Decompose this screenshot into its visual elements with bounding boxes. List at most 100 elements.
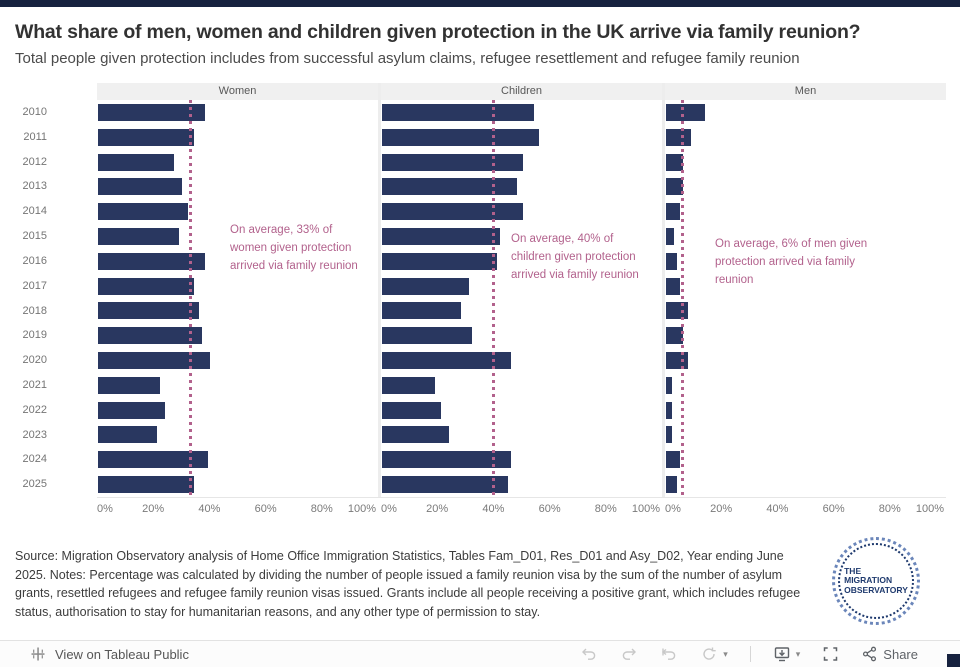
revert-button[interactable] (660, 646, 678, 662)
refresh-button[interactable]: ▾ (700, 646, 728, 662)
bar-children-2016[interactable] (382, 252, 498, 270)
bar-men-2012[interactable] (666, 153, 683, 171)
axis-tick-children-40: 40% (482, 503, 505, 515)
bar-men-2021[interactable] (666, 376, 672, 394)
bar-women-2021[interactable] (98, 376, 160, 394)
bar-men-2018[interactable] (666, 302, 689, 320)
axis-tick-men-0: 0% (665, 503, 681, 515)
bar-men-2010[interactable] (666, 103, 706, 121)
annotation-men: On average, 6% of men given protection a… (715, 238, 868, 286)
bar-children-2011[interactable] (382, 128, 540, 146)
annotation-children: On average, 40% of children given protec… (511, 233, 639, 281)
bar-children-2014[interactable] (382, 203, 523, 221)
view-on-tableau-public[interactable]: View on Tableau Public (30, 646, 189, 662)
axis-tick-children-80: 80% (594, 503, 617, 515)
row-label-2019: 2019 (22, 329, 47, 342)
average-line-women (188, 100, 192, 497)
row-label-2011: 2011 (23, 130, 47, 143)
bar-women-2020[interactable] (98, 352, 211, 370)
row-label-2012: 2012 (22, 155, 47, 168)
bar-men-2024[interactable] (666, 451, 681, 469)
bar-men-2025[interactable] (666, 476, 678, 494)
bar-men-2019[interactable] (666, 327, 683, 345)
bar-children-2010[interactable] (382, 103, 534, 121)
axis-tick-men-20: 20% (710, 503, 733, 515)
bar-women-2015[interactable] (98, 227, 180, 245)
bar-women-2024[interactable] (98, 451, 208, 469)
bar-women-2011[interactable] (98, 128, 194, 146)
row-label-2014: 2014 (22, 205, 47, 218)
bar-children-2020[interactable] (382, 352, 512, 370)
bar-men-2022[interactable] (666, 401, 672, 419)
bar-men-2016[interactable] (666, 252, 678, 270)
bar-women-2013[interactable] (98, 178, 183, 196)
bar-children-2013[interactable] (382, 178, 517, 196)
page-corner-block (947, 654, 960, 667)
bar-children-2019[interactable] (382, 327, 472, 345)
undo-button[interactable] (580, 646, 598, 662)
bar-men-2011[interactable] (666, 128, 692, 146)
bar-men-2017[interactable] (666, 277, 681, 295)
bar-children-2017[interactable] (382, 277, 470, 295)
axis-tick-women-60: 60% (254, 503, 277, 515)
toolbar-divider (749, 646, 751, 662)
logo-dot-ring-outer-icon (832, 537, 920, 625)
bar-women-2023[interactable] (98, 426, 157, 444)
logo-line-1: THE (844, 565, 862, 576)
share-button[interactable]: Share (861, 646, 918, 662)
axis-tick-women-0: 0% (97, 503, 113, 515)
panel-header-women: Women (97, 83, 378, 100)
panel-header-men: Men (665, 83, 946, 100)
download-caret-icon: ▾ (795, 648, 801, 659)
bar-children-2024[interactable] (382, 451, 512, 469)
axis-tick-men-100: 100% (915, 503, 944, 515)
bar-men-2013[interactable] (666, 178, 683, 196)
bar-women-2018[interactable] (98, 302, 200, 320)
bar-children-2012[interactable] (382, 153, 523, 171)
logo-dot-ring-inner-icon (838, 543, 914, 619)
row-label-2021: 2021 (22, 378, 47, 391)
logo-line-2: MIGRATION (844, 575, 893, 586)
bar-women-2025[interactable] (98, 476, 194, 494)
row-label-2024: 2024 (22, 453, 47, 466)
bar-children-2025[interactable] (382, 476, 509, 494)
migration-observatory-logo: THE MIGRATION OBSERVATORY (830, 535, 922, 627)
row-label-2020: 2020 (22, 354, 47, 367)
bar-women-2019[interactable] (98, 327, 202, 345)
chart-title: What share of men, women and children gi… (15, 21, 861, 43)
fullscreen-button[interactable] (822, 646, 839, 662)
redo-button[interactable] (620, 646, 638, 662)
row-label-2022: 2022 (22, 403, 47, 416)
axis-tick-women-40: 40% (198, 503, 221, 515)
bar-men-2014[interactable] (666, 203, 681, 221)
refresh-icon (703, 647, 716, 660)
bar-men-2020[interactable] (666, 352, 689, 370)
share-label: Share (883, 646, 918, 662)
bar-women-2016[interactable] (98, 252, 205, 270)
bar-children-2022[interactable] (382, 401, 441, 419)
axis-tick-men-60: 60% (822, 503, 845, 515)
panel-gap-0 (378, 83, 381, 497)
bar-children-2021[interactable] (382, 376, 436, 394)
axis-tick-men-40: 40% (766, 503, 789, 515)
logo-line-3: OBSERVATORY (844, 584, 908, 595)
bar-children-2018[interactable] (382, 302, 461, 320)
row-label-2017: 2017 (22, 279, 47, 292)
bar-women-2010[interactable] (98, 103, 205, 121)
bar-men-2023[interactable] (666, 426, 672, 444)
share-icon (863, 646, 877, 662)
download-button[interactable]: ▾ (773, 646, 801, 663)
tableau-toolbar: View on Tableau Public ▾ ▾ (0, 640, 960, 667)
bar-women-2012[interactable] (98, 153, 174, 171)
bar-children-2015[interactable] (382, 227, 501, 245)
axis-tick-women-100: 100% (347, 503, 376, 515)
bar-women-2014[interactable] (98, 203, 188, 221)
bar-men-2015[interactable] (666, 227, 675, 245)
bar-women-2022[interactable] (98, 401, 166, 419)
average-line-children (492, 100, 496, 497)
panel-header-children: Children (381, 83, 662, 100)
bar-women-2017[interactable] (98, 277, 194, 295)
bar-children-2023[interactable] (382, 426, 450, 444)
axis-baseline (97, 497, 946, 498)
